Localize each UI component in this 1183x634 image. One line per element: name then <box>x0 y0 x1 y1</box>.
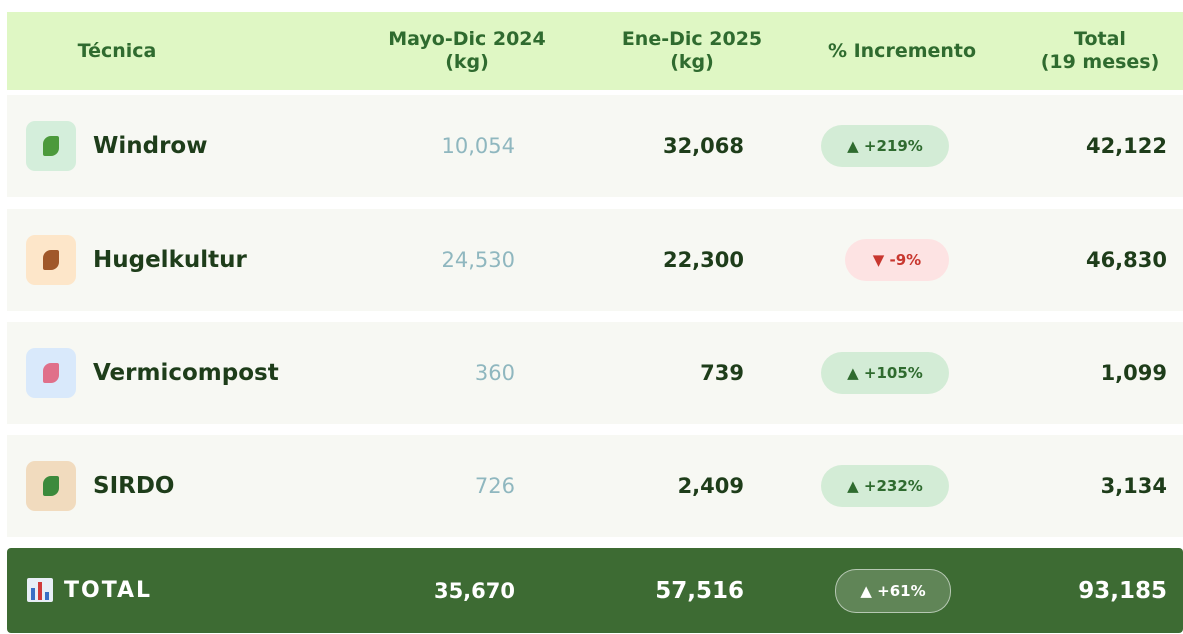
header-cell: Mayo-Dic 2024 (kg) <box>388 28 546 73</box>
value-2024: 360 <box>474 361 515 385</box>
value-total: 46,830 <box>1085 248 1167 272</box>
row-icon <box>26 121 76 171</box>
increment-badge: ▲ +61% <box>835 568 951 613</box>
value-2024: 35,670 <box>433 578 515 603</box>
header-cell: Total (19 meses) <box>1040 28 1160 73</box>
icon-bar <box>38 582 42 600</box>
increment-badge: ▲ +219% <box>821 125 949 167</box>
header-cell: % Incremento <box>827 39 977 62</box>
total-icon <box>27 578 53 602</box>
increment-badge: ▲ +232% <box>821 465 949 507</box>
value-2024: 10,054 <box>441 134 515 158</box>
table-row: Hugelkultur 24,530 22,300 ▼ -9% 46,830 <box>7 209 1183 311</box>
row-icon <box>26 461 76 511</box>
value-2025: 57,516 <box>655 577 744 604</box>
header-row: Técnica Mayo-Dic 2024 (kg) Ene-Dic 2025 (k… <box>7 12 1183 90</box>
value-2024: 24,530 <box>441 248 515 272</box>
icon-bar <box>45 592 49 600</box>
row-icon <box>26 235 76 285</box>
icon-glyph <box>43 136 59 156</box>
icon-glyph <box>43 363 59 383</box>
table-row: Vermicompost 360 739 ▲ +105% 1,099 <box>7 322 1183 424</box>
table-row: Windrow 10,054 32,068 ▲ +219% 42,122 <box>7 95 1183 197</box>
icon-glyph <box>43 250 59 270</box>
increment-badge: ▲ +105% <box>821 352 949 394</box>
value-2025: 2,409 <box>677 474 744 498</box>
value-2025: 739 <box>700 361 744 385</box>
value-total: 3,134 <box>1100 474 1167 498</box>
value-total: 93,185 <box>1078 577 1167 604</box>
value-2024: 726 <box>474 474 515 498</box>
value-total: 1,099 <box>1100 361 1167 385</box>
row-icon <box>26 348 76 398</box>
icon-glyph <box>43 476 59 496</box>
header-cell: Técnica <box>77 39 157 62</box>
row-name: Vermicompost <box>93 360 279 386</box>
value-2025: 32,068 <box>662 134 744 158</box>
row-name: SIRDO <box>93 473 175 499</box>
row-name: Hugelkultur <box>93 247 247 273</box>
header-cell: Ene-Dic 2025 (kg) <box>621 28 763 73</box>
table-row: SIRDO 726 2,409 ▲ +232% 3,134 <box>7 435 1183 537</box>
value-total: 42,122 <box>1085 134 1167 158</box>
row-name: Windrow <box>93 133 208 159</box>
icon-bar <box>31 588 35 600</box>
row-name: TOTAL <box>64 578 153 603</box>
increment-badge: ▼ -9% <box>845 239 949 281</box>
value-2025: 22,300 <box>662 248 744 272</box>
total-row: TOTAL 35,670 57,516 ▲ +61% 93,185 <box>7 548 1183 633</box>
